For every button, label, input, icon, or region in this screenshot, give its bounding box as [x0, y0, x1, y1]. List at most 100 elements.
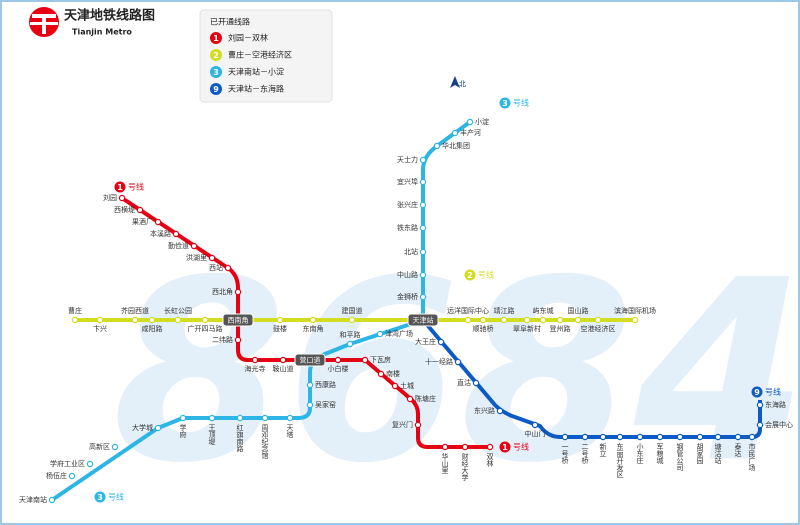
line-tag: 号线	[128, 182, 144, 192]
station	[419, 156, 427, 164]
station-label: 小东庄	[636, 442, 644, 465]
station-label: 双林	[486, 453, 494, 468]
station	[174, 316, 182, 324]
station	[172, 230, 180, 238]
station	[148, 316, 156, 324]
station	[466, 118, 474, 126]
station-label: 翠阜新村	[513, 324, 541, 333]
station	[437, 338, 445, 346]
station	[419, 224, 427, 232]
line-tag: 号线	[108, 492, 124, 502]
station	[406, 395, 414, 403]
station-label: 中山门	[525, 429, 546, 438]
station	[464, 316, 472, 324]
station-label: 洪湖里	[186, 253, 207, 262]
station-label: 本溪路	[150, 229, 171, 238]
station	[696, 433, 704, 441]
station	[756, 421, 764, 429]
station	[419, 293, 427, 301]
station	[636, 433, 644, 441]
station-label: 和平路	[340, 330, 361, 339]
station-label: 东南角	[303, 324, 324, 333]
station-label: 张兴庄	[397, 200, 418, 209]
station-label: 西康路	[315, 380, 336, 389]
station-label: 学府	[179, 423, 187, 439]
station-label: 远洋国际中心	[447, 306, 489, 315]
transfer-station	[222, 313, 254, 327]
station	[306, 401, 314, 409]
line-tag: 号线	[765, 387, 781, 397]
station-label: 勤俭道	[168, 241, 189, 250]
station-label: 红旗南路	[236, 423, 244, 453]
station-label: 滨海国际机场	[614, 306, 656, 315]
station-label: 南楼	[386, 369, 400, 378]
station	[556, 316, 564, 324]
station	[286, 414, 294, 422]
line-number: 1	[117, 183, 123, 192]
station-label: 金狮桥	[397, 292, 418, 301]
line-number: 2	[467, 271, 473, 280]
station-label: 胡家园	[696, 442, 704, 465]
station	[306, 381, 314, 389]
line-badge	[94, 491, 106, 503]
station	[433, 142, 441, 150]
station	[111, 443, 119, 451]
legend-badge	[210, 83, 222, 95]
legend-label: 刘园－双林	[228, 33, 268, 43]
line-tag: 号线	[513, 442, 529, 452]
station-label: 丰产河	[460, 128, 481, 137]
station	[201, 316, 209, 324]
station-label: 直沽	[457, 378, 471, 387]
transfer-station	[294, 353, 326, 367]
station-label: 二纬路	[212, 335, 233, 344]
station-label: 华山里	[441, 452, 449, 474]
station-label: 铁东路	[397, 223, 418, 232]
station-label: 大学城	[132, 423, 153, 432]
station	[419, 178, 427, 186]
station	[391, 382, 399, 390]
station-label: 建国道	[342, 306, 363, 315]
station	[48, 496, 56, 504]
station	[208, 414, 216, 422]
station-label: 北站	[404, 247, 418, 256]
station	[734, 433, 742, 441]
line-number: 1	[502, 443, 508, 452]
line-badge	[499, 97, 511, 109]
line-number: 3	[97, 493, 103, 502]
station-label: 新立	[599, 442, 607, 457]
station	[441, 443, 449, 451]
station-label: 吴家窑	[315, 400, 336, 409]
station	[346, 340, 354, 348]
station-label: 宜兴埠	[397, 177, 418, 186]
station-label: 学府工业区	[50, 459, 85, 468]
station	[334, 356, 342, 364]
station	[574, 316, 582, 324]
station	[472, 379, 480, 387]
station	[234, 336, 242, 344]
legend-number: 2	[213, 51, 219, 60]
station	[348, 316, 356, 324]
station-label: 市民广场	[748, 442, 756, 472]
station-label: 津湾广场	[385, 329, 413, 338]
station	[451, 129, 459, 137]
station	[376, 330, 384, 338]
station	[261, 414, 269, 422]
legend-number: 1	[213, 34, 219, 43]
station	[454, 358, 462, 366]
station-label: 靖江路	[494, 306, 515, 315]
station-label: 天塔	[286, 424, 294, 439]
station-label: 长虹公园	[164, 306, 192, 315]
station	[561, 433, 569, 441]
logo	[29, 7, 59, 37]
line-tag: 号线	[478, 270, 494, 280]
station-label: 复兴门	[392, 420, 413, 429]
station-label: 曹庄	[68, 306, 82, 315]
station-label: 王顶堤	[208, 424, 216, 446]
station	[479, 316, 487, 324]
station	[224, 264, 232, 272]
station	[309, 316, 317, 324]
station-label: 空港经济区	[581, 324, 616, 333]
station-label: 华北集团	[442, 141, 470, 150]
station	[676, 433, 684, 441]
legend-box	[199, 9, 333, 103]
